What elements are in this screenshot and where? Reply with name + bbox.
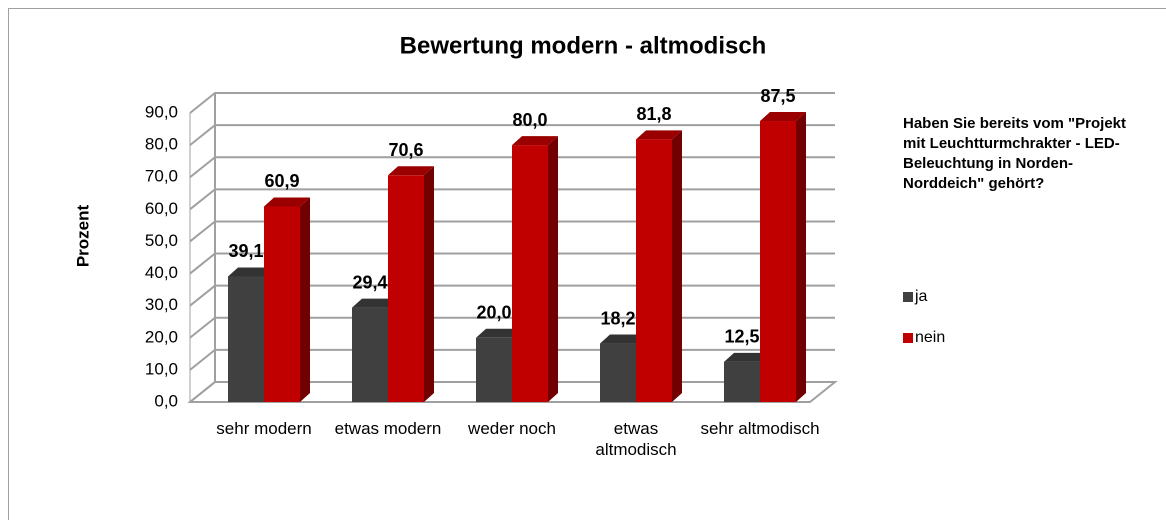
y-tick-label: 30,0 — [145, 295, 178, 314]
legend-swatch — [903, 292, 913, 302]
y-tick-label: 20,0 — [145, 327, 178, 346]
bar-top — [228, 267, 274, 277]
data-label: 12,5 — [724, 327, 759, 347]
chart-border — [8, 8, 1166, 520]
y-axis-label: Prozent — [73, 204, 92, 267]
y-tick-label: 50,0 — [145, 231, 178, 250]
data-label: 29,4 — [352, 272, 387, 292]
bar — [760, 121, 796, 403]
bar — [388, 175, 424, 402]
y-tick-label: 90,0 — [145, 102, 178, 121]
bar — [724, 361, 760, 402]
bar-top — [760, 112, 806, 122]
bar — [512, 145, 548, 402]
legend-title: Haben Sie bereits vom "Projekt mit Leuch… — [903, 115, 1127, 192]
x-tick-label: etwas altmodisch — [595, 419, 677, 459]
bar-side — [796, 112, 806, 403]
x-tick-label: sehr modern — [216, 419, 312, 438]
x-tick-label: etwas modern — [334, 419, 442, 438]
bar — [476, 337, 512, 402]
bar-top — [600, 334, 646, 344]
y-tick-label: 10,0 — [145, 359, 178, 378]
data-label: 60,9 — [264, 171, 299, 191]
bar-side — [548, 136, 558, 402]
data-label: 18,2 — [600, 308, 635, 328]
bar — [636, 139, 672, 402]
bar-top — [264, 197, 310, 207]
y-tick-label: 60,0 — [145, 199, 178, 218]
x-tick-label: sehr altmodisch — [700, 419, 820, 438]
data-label: 80,0 — [512, 110, 547, 130]
bar-top — [636, 130, 682, 140]
legend-swatch — [903, 333, 913, 343]
bar-top — [724, 352, 770, 362]
bar — [600, 343, 636, 402]
y-tick-label: 70,0 — [145, 167, 178, 186]
data-label: 70,6 — [388, 140, 423, 160]
data-label: 39,1 — [228, 241, 263, 261]
data-label: 81,8 — [636, 104, 671, 124]
bar-top — [476, 328, 522, 338]
legend-label: ja — [914, 288, 928, 305]
bar — [228, 276, 264, 402]
bar — [352, 307, 388, 402]
bar-top — [512, 136, 558, 146]
bar-side — [300, 197, 310, 402]
bar — [264, 206, 300, 402]
bar-top — [388, 166, 434, 176]
legend-label: nein — [915, 329, 945, 346]
data-label: 87,5 — [760, 86, 795, 106]
y-tick-label: 0,0 — [154, 391, 178, 410]
bar-side — [424, 166, 434, 402]
y-tick-label: 40,0 — [145, 263, 178, 282]
bar-top — [352, 298, 398, 308]
x-tick-label: weder noch — [468, 419, 556, 438]
bar-side — [672, 130, 682, 402]
y-tick-label: 80,0 — [145, 135, 178, 154]
data-label: 20,0 — [476, 303, 511, 323]
chart-title: Bewertung modern - altmodisch — [400, 32, 767, 59]
